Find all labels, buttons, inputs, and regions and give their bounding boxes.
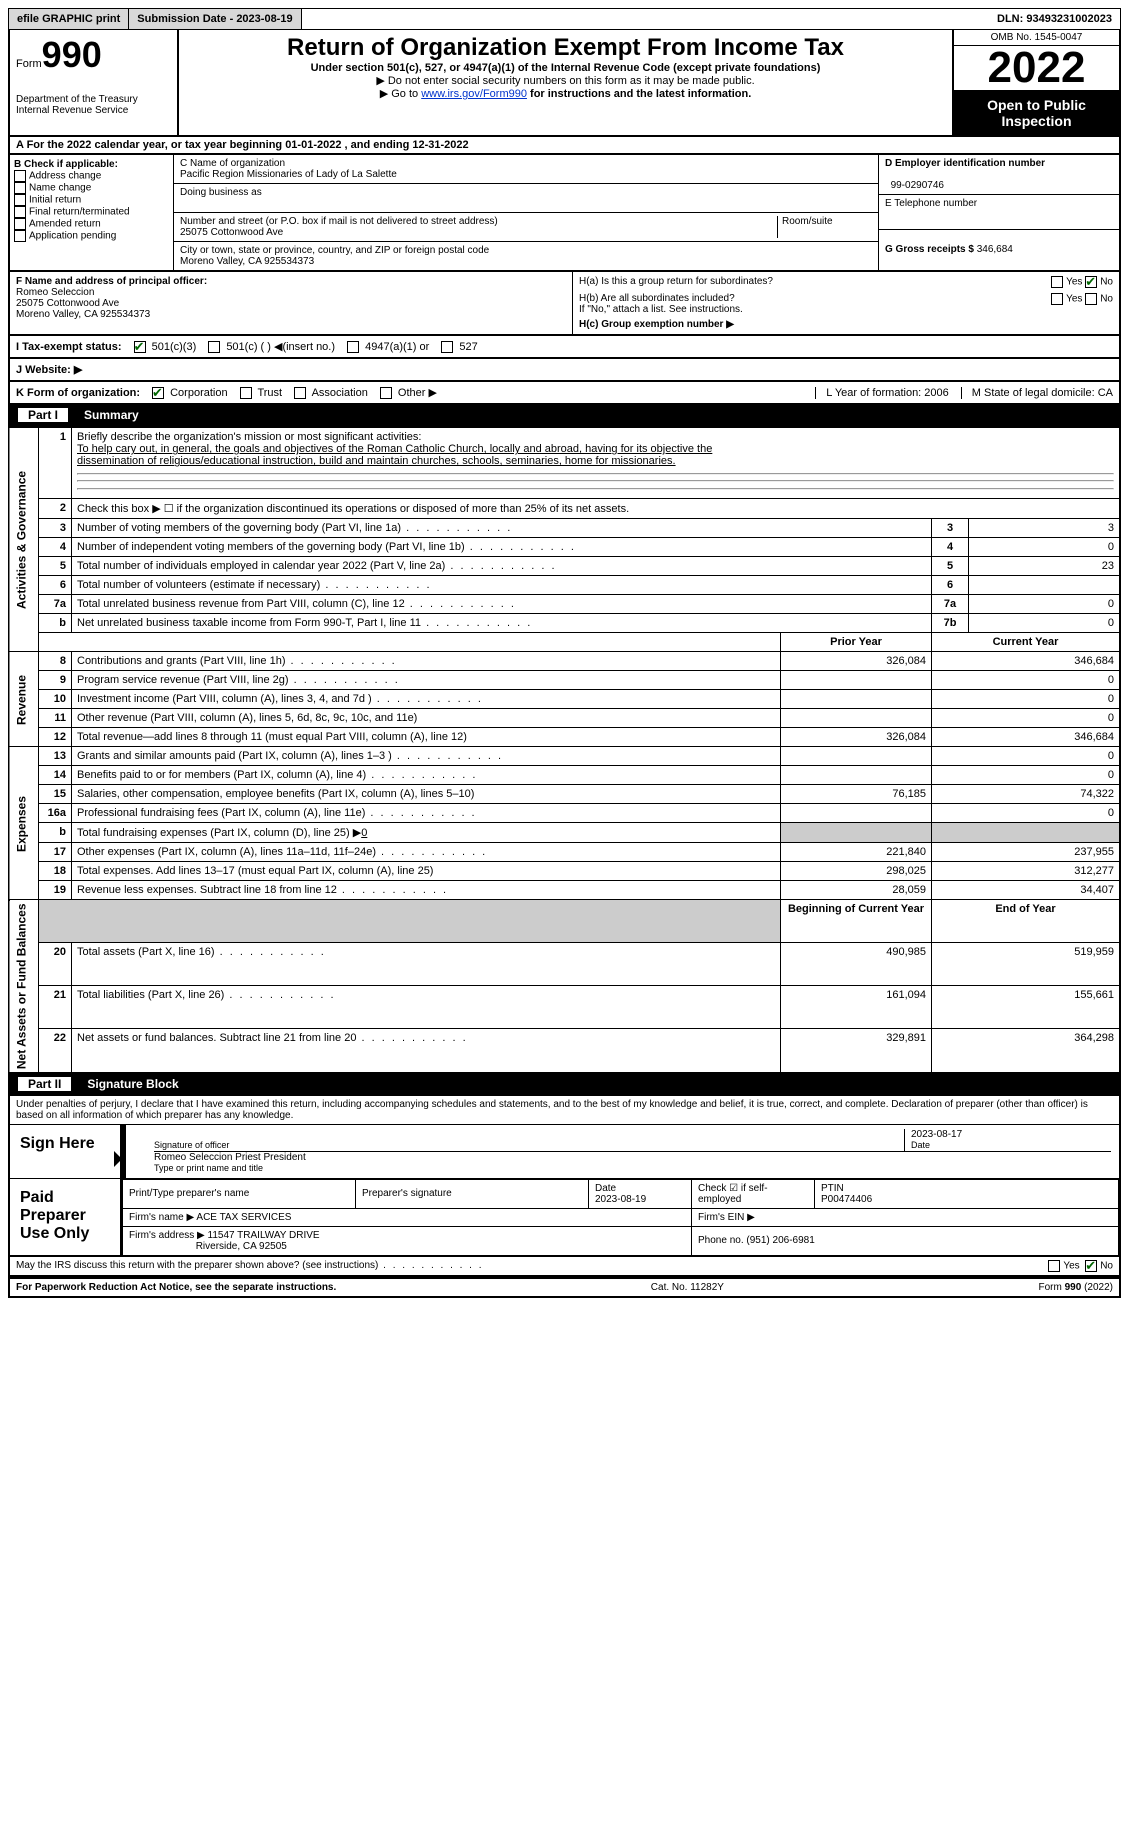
officer-group-block: F Name and address of principal officer:… xyxy=(8,272,1121,336)
instruction-ssn: ▶ Do not enter social security numbers o… xyxy=(183,74,948,87)
hb-note: If "No," attach a list. See instructions… xyxy=(579,304,1113,315)
org-info-block: B Check if applicable: Address change Na… xyxy=(8,155,1121,272)
chk-final-return[interactable] xyxy=(14,206,26,218)
org-name: Pacific Region Missionaries of Lady of L… xyxy=(180,169,397,180)
officer-printed-name: Romeo Seleccion Priest President xyxy=(154,1152,306,1163)
chk-amended[interactable] xyxy=(14,218,26,230)
form-header: Form990 Department of the Treasury Inter… xyxy=(8,30,1121,137)
row-a-calendar-year: A For the 2022 calendar year, or tax yea… xyxy=(8,137,1121,155)
org-address: 25075 Cottonwood Ave xyxy=(180,227,283,238)
tax-year: 2022 xyxy=(954,46,1119,91)
chk-other[interactable] xyxy=(380,387,392,399)
footer-bar: For Paperwork Reduction Act Notice, see … xyxy=(8,1277,1121,1298)
chk-app-pending[interactable] xyxy=(14,230,26,242)
form-org-row: K Form of organization: Corporation Trus… xyxy=(8,382,1121,405)
discuss-no[interactable] xyxy=(1085,1260,1097,1272)
arrow-icon xyxy=(122,1125,146,1178)
dept-treasury: Department of the Treasury xyxy=(16,94,171,105)
mission-line2: dissemination of religious/educational i… xyxy=(77,455,676,467)
cat-number: Cat. No. 11282Y xyxy=(651,1282,724,1293)
q2-discontinued: Check this box ▶ ☐ if the organization d… xyxy=(72,499,1121,519)
hc-label: H(c) Group exemption number ▶ xyxy=(579,319,734,330)
type-name-label: Type or print name and title xyxy=(154,1163,263,1173)
chk-initial-return[interactable] xyxy=(14,194,26,206)
section-f-label: F Name and address of principal officer: xyxy=(16,276,207,287)
efile-print-button[interactable]: efile GRAPHIC print xyxy=(9,9,129,29)
ein-label: D Employer identification number xyxy=(885,158,1045,169)
pra-notice: For Paperwork Reduction Act Notice, see … xyxy=(16,1282,336,1293)
website-row: J Website: ▶ xyxy=(8,359,1121,382)
officer-addr2: Moreno Valley, CA 925534373 xyxy=(16,309,150,320)
irs-label: Internal Revenue Service xyxy=(16,105,171,116)
part1-header: Part I Summary xyxy=(8,405,1121,427)
hb-label: H(b) Are all subordinates included? xyxy=(579,293,735,304)
hb-yes[interactable] xyxy=(1051,293,1063,305)
mission-line1: To help cary out, in general, the goals … xyxy=(77,443,712,455)
side-revenue: Revenue xyxy=(9,652,39,747)
check-self-employed: Check ☑ if self-employed xyxy=(692,1179,815,1208)
chk-name-change[interactable] xyxy=(14,182,26,194)
side-activities-governance: Activities & Governance xyxy=(9,428,39,652)
state-domicile: M State of legal domicile: CA xyxy=(961,387,1113,399)
room-suite-label: Room/suite xyxy=(778,216,872,238)
c-name-label: C Name of organization xyxy=(180,158,285,169)
form-subtitle: Under section 501(c), 527, or 4947(a)(1)… xyxy=(183,62,948,74)
ha-yes[interactable] xyxy=(1051,276,1063,288)
officer-addr1: 25075 Cottonwood Ave xyxy=(16,298,119,309)
officer-name: Romeo Seleccion xyxy=(16,287,94,298)
open-public-badge: Open to Public Inspection xyxy=(954,91,1119,135)
firm-addr1: 11547 TRAILWAY DRIVE xyxy=(208,1230,320,1241)
paid-preparer-label: Paid Preparer Use Only xyxy=(10,1179,122,1255)
sig-date: 2023-08-17 xyxy=(911,1129,962,1140)
preparer-table: Print/Type preparer's name Preparer's si… xyxy=(122,1179,1119,1255)
instruction-link: ▶ Go to www.irs.gov/Form990 for instruct… xyxy=(183,87,948,100)
discuss-row: May the IRS discuss this return with the… xyxy=(8,1257,1121,1277)
ptin-value: P00474406 xyxy=(821,1194,872,1205)
dba-label: Doing business as xyxy=(180,187,262,198)
chk-address-change[interactable] xyxy=(14,170,26,182)
firm-name: ACE TAX SERVICES xyxy=(196,1212,291,1223)
year-formation: L Year of formation: 2006 xyxy=(815,387,949,399)
city-label: City or town, state or province, country… xyxy=(180,245,489,256)
part2-header: Part II Signature Block xyxy=(8,1074,1121,1096)
form-title: Return of Organization Exempt From Incom… xyxy=(183,34,948,62)
chk-assoc[interactable] xyxy=(294,387,306,399)
gross-label: G Gross receipts $ xyxy=(885,244,974,255)
chk-4947[interactable] xyxy=(347,341,359,353)
part1-table: Activities & Governance 1 Briefly descri… xyxy=(8,427,1121,1074)
section-b-label: B Check if applicable: xyxy=(14,159,118,170)
date-label: Date xyxy=(911,1140,930,1150)
sig-officer-label: Signature of officer xyxy=(154,1140,229,1150)
ein-value: 99-0290746 xyxy=(891,180,944,191)
submission-date-button[interactable]: Submission Date - 2023-08-19 xyxy=(129,9,301,29)
form-footer: Form 990 (2022) xyxy=(1039,1282,1113,1293)
signature-block: Under penalties of perjury, I declare th… xyxy=(8,1096,1121,1257)
discuss-yes[interactable] xyxy=(1048,1260,1060,1272)
firm-addr2: Riverside, CA 92505 xyxy=(196,1241,287,1252)
side-net-assets: Net Assets or Fund Balances xyxy=(9,900,39,1073)
chk-corp[interactable] xyxy=(152,387,164,399)
ha-label: H(a) Is this a group return for subordin… xyxy=(579,276,773,287)
perjury-statement: Under penalties of perjury, I declare th… xyxy=(10,1096,1119,1124)
form-number: Form990 xyxy=(16,34,171,76)
q1-label: Briefly describe the organization's miss… xyxy=(77,431,421,443)
chk-trust[interactable] xyxy=(240,387,252,399)
addr-label: Number and street (or P.O. box if mail i… xyxy=(180,216,498,227)
hb-no[interactable] xyxy=(1085,293,1097,305)
ha-no[interactable] xyxy=(1085,276,1097,288)
dln-label: DLN: 93493231002023 xyxy=(989,9,1120,29)
firm-phone: (951) 206-6981 xyxy=(746,1235,814,1246)
chk-501c[interactable] xyxy=(208,341,220,353)
top-bar: efile GRAPHIC print Submission Date - 20… xyxy=(8,8,1121,30)
gross-receipts: 346,684 xyxy=(977,244,1013,255)
sign-here-label: Sign Here xyxy=(10,1125,122,1178)
tax-exempt-row: I Tax-exempt status: 501(c)(3) 501(c) ( … xyxy=(8,336,1121,359)
tel-label: E Telephone number xyxy=(885,198,977,209)
org-city: Moreno Valley, CA 925534373 xyxy=(180,256,314,267)
side-expenses: Expenses xyxy=(9,747,39,900)
chk-501c3[interactable] xyxy=(134,341,146,353)
irs-link[interactable]: www.irs.gov/Form990 xyxy=(421,88,527,100)
chk-527[interactable] xyxy=(441,341,453,353)
